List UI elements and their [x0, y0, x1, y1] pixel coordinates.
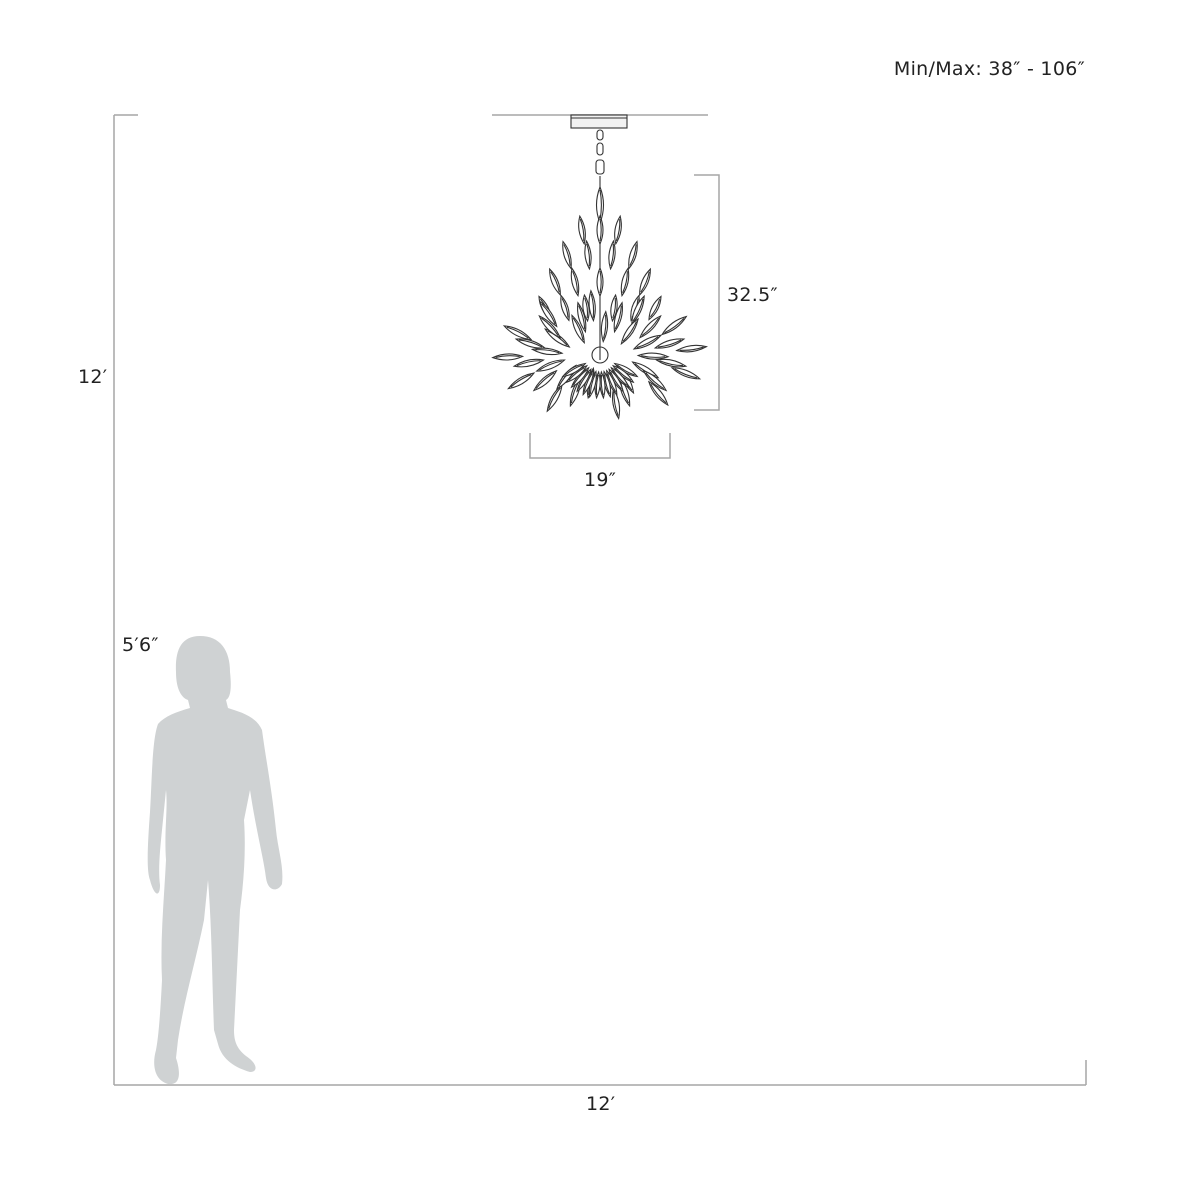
- crystal-leaf: [512, 358, 545, 368]
- crystal-leaf: [642, 369, 668, 392]
- crystal-leaves: [491, 185, 708, 420]
- crystal-leaf: [647, 380, 669, 407]
- crystal-leaf: [660, 315, 688, 336]
- crystal-leaf: [639, 267, 651, 297]
- crystal-leaf: [610, 293, 618, 323]
- crystal-leaf: [611, 364, 635, 384]
- crystal-leaf: [613, 362, 639, 378]
- crystal-leaf: [620, 266, 630, 298]
- crystal-leaf: [588, 370, 597, 399]
- crystal-leaf: [596, 266, 604, 298]
- room-height-label: 12′: [78, 366, 108, 388]
- crystal-leaf: [588, 289, 596, 323]
- crystal-leaf: [655, 358, 688, 368]
- crystal-leaf: [532, 369, 558, 392]
- crystal-leaf: [514, 338, 547, 349]
- crystal-leaf: [549, 267, 561, 297]
- crystal-leaf: [596, 214, 604, 246]
- fixture-width-label: 19″: [584, 469, 617, 491]
- crystal-leaf: [565, 364, 589, 384]
- fixture-height-label: 32.5″: [727, 284, 778, 306]
- crystal-leaf: [582, 293, 590, 323]
- crystal-leaf: [610, 366, 630, 389]
- crystal-leaf: [584, 239, 592, 271]
- person-silhouette: [147, 636, 283, 1085]
- crystal-leaf: [544, 328, 571, 348]
- crystal-leaf: [560, 294, 570, 322]
- crystal-leaf: [608, 368, 624, 393]
- crystal-leaf: [632, 334, 663, 350]
- person-height-label: 5′6″: [122, 634, 159, 656]
- crystal-leaf: [599, 370, 606, 400]
- crystal-leaf: [502, 325, 533, 341]
- center-hub: [591, 346, 609, 364]
- crystal-leaf: [638, 314, 662, 339]
- crystal-leaf: [576, 368, 592, 393]
- fixture-width-bracket: [529, 433, 671, 459]
- crystal-leaf: [577, 301, 587, 334]
- crystal-leaf: [570, 266, 580, 298]
- chandelier: [491, 114, 708, 420]
- crystal-leaf: [561, 362, 587, 378]
- crystal-leaf: [535, 359, 566, 372]
- crystal-leaf: [614, 214, 622, 246]
- crystal-leaf: [546, 383, 563, 413]
- crystal-leaf: [538, 314, 562, 339]
- crystal-leaf: [562, 240, 572, 270]
- crystal-leaf: [606, 369, 618, 396]
- crystal-leaf: [491, 353, 525, 361]
- fixture-height-bracket: [694, 174, 720, 411]
- crystal-leaf: [600, 310, 609, 344]
- crystal-leaf: [670, 367, 702, 380]
- crystal-leaf: [653, 338, 686, 349]
- crystal-leaf: [620, 317, 639, 346]
- range-label: Min/Max: 38″ - 106″: [893, 58, 1085, 80]
- crystal-leaf: [628, 240, 638, 270]
- room-width-label: 12′: [586, 1093, 616, 1115]
- crystal-leaf: [539, 300, 558, 328]
- crystal-leaf: [675, 344, 708, 353]
- crystal-leaf: [603, 370, 612, 399]
- crystal-leaf: [636, 352, 670, 360]
- chain: [595, 129, 605, 175]
- crystal-leaf: [578, 214, 586, 246]
- canopy: [570, 114, 628, 129]
- crystal-leaf: [507, 372, 536, 390]
- crystal-leaf: [608, 239, 616, 271]
- crystal-leaf: [570, 366, 590, 389]
- crystal-leaf: [571, 313, 585, 345]
- crystal-leaf: [648, 295, 662, 321]
- crystal-leaf: [613, 301, 623, 334]
- crystal-leaf: [582, 369, 594, 396]
